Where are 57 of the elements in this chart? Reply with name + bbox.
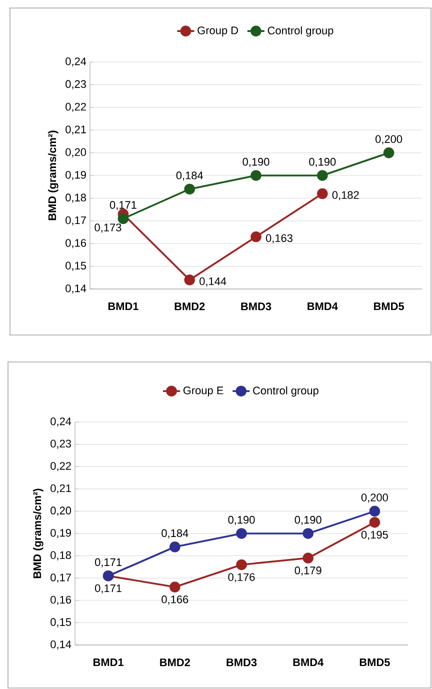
- y-tick-label: 0,14: [66, 284, 86, 294]
- x-tick-label: BMD3: [241, 302, 272, 310]
- y-axis-title: BMD (grams/cm²): [33, 488, 44, 578]
- data-label: 0,173: [94, 224, 122, 233]
- legend-label: Control group: [268, 26, 334, 37]
- y-tick-label: 0,24: [66, 57, 86, 67]
- x-tick-label: BMD2: [160, 658, 190, 666]
- y-tick-label: 0,18: [50, 551, 71, 560]
- data-label: 0,200: [361, 494, 388, 503]
- y-tick-label: 0,22: [50, 462, 71, 472]
- y-tick-label: 0,16: [50, 596, 71, 605]
- data-label: 0,190: [294, 516, 322, 525]
- data-label: 0,190: [228, 516, 255, 525]
- legend-label: Control group: [253, 386, 318, 397]
- data-label: 0,195: [361, 530, 388, 540]
- data-label: 0,163: [266, 234, 292, 244]
- y-tick-label: 0,23: [50, 440, 71, 449]
- y-axis-title: BMD (grams/cm²): [48, 130, 58, 220]
- y-tick-label: 0,23: [66, 80, 86, 90]
- y-tick-label: 0,20: [50, 506, 72, 516]
- y-tick-label: 0,19: [50, 528, 71, 538]
- data-label: 0,171: [95, 558, 122, 568]
- legend-label: Group E: [183, 386, 224, 396]
- y-tick-label: 0,17: [50, 574, 71, 583]
- data-label: 0,184: [176, 172, 203, 181]
- data-label: 0,190: [309, 158, 336, 167]
- y-tick-label: 0,21: [66, 126, 86, 135]
- data-label: 0,179: [294, 566, 322, 576]
- x-tick-label: BMD5: [374, 302, 404, 310]
- x-tick-label: BMD4: [293, 658, 324, 666]
- x-tick-label: BMD3: [226, 658, 257, 666]
- y-tick-label: 0,22: [66, 102, 86, 112]
- y-tick-label: 0,19: [66, 170, 86, 180]
- x-tick-label: BMD1: [94, 658, 124, 666]
- data-label: 0,171: [110, 201, 136, 210]
- legend-label: Group D: [198, 26, 238, 36]
- data-label: 0,166: [162, 596, 188, 605]
- data-label: 0,182: [332, 191, 359, 200]
- y-tick-label: 0,24: [50, 417, 72, 427]
- x-tick-label: BMD2: [174, 302, 205, 310]
- data-label: 0,171: [95, 584, 122, 594]
- x-tick-label: BMD5: [360, 658, 390, 666]
- data-label: 0,184: [162, 529, 188, 538]
- y-tick-label: 0,20: [66, 148, 86, 158]
- y-tick-label: 0,15: [66, 262, 86, 271]
- y-tick-label: 0,18: [66, 194, 86, 203]
- y-tick-label: 0,14: [50, 640, 72, 650]
- data-label: 0,144: [200, 277, 226, 286]
- x-tick-label: BMD4: [308, 302, 338, 310]
- y-tick-label: 0,21: [50, 484, 71, 494]
- x-tick-label: BMD1: [108, 302, 138, 310]
- data-label: 0,176: [228, 573, 255, 582]
- y-tick-label: 0,15: [50, 618, 72, 628]
- data-label: 0,190: [242, 158, 270, 167]
- y-tick-label: 0,16: [66, 239, 86, 248]
- data-label: 0,200: [376, 135, 402, 144]
- y-tick-label: 0,17: [66, 216, 86, 226]
